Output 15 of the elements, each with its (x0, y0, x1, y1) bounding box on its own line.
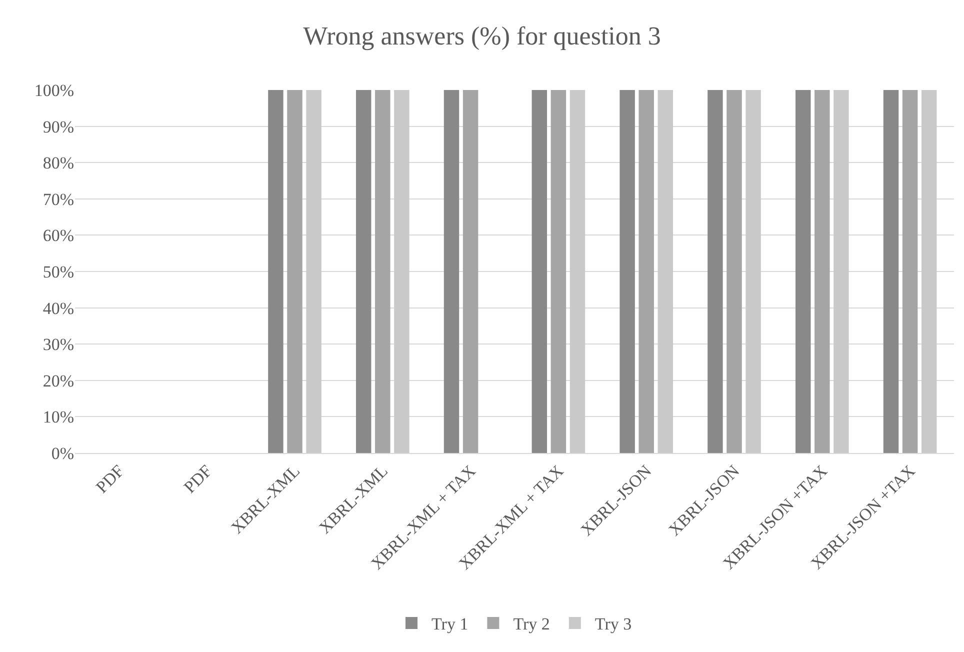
y-tick-label: 90% (42, 117, 74, 136)
y-tick-label: 60% (42, 226, 74, 246)
y-tick-label: 80% (42, 154, 74, 173)
y-tick-label: 50% (42, 262, 74, 282)
y-tick-label: 20% (42, 371, 74, 390)
legend-label: Try 3 (594, 614, 632, 634)
y-tick-label: 10% (42, 408, 74, 427)
legend-label: Try 2 (513, 614, 550, 634)
y-tick-label: 40% (42, 298, 74, 318)
legend-label: Try 1 (432, 614, 468, 634)
y-tick-label: 100% (34, 80, 74, 100)
y-tick-label: 70% (42, 190, 74, 209)
y-tick-label: 30% (42, 335, 74, 354)
chart-title: Wrong answers (%) for question 3 (303, 21, 661, 50)
y-tick-label: 0% (51, 444, 74, 463)
